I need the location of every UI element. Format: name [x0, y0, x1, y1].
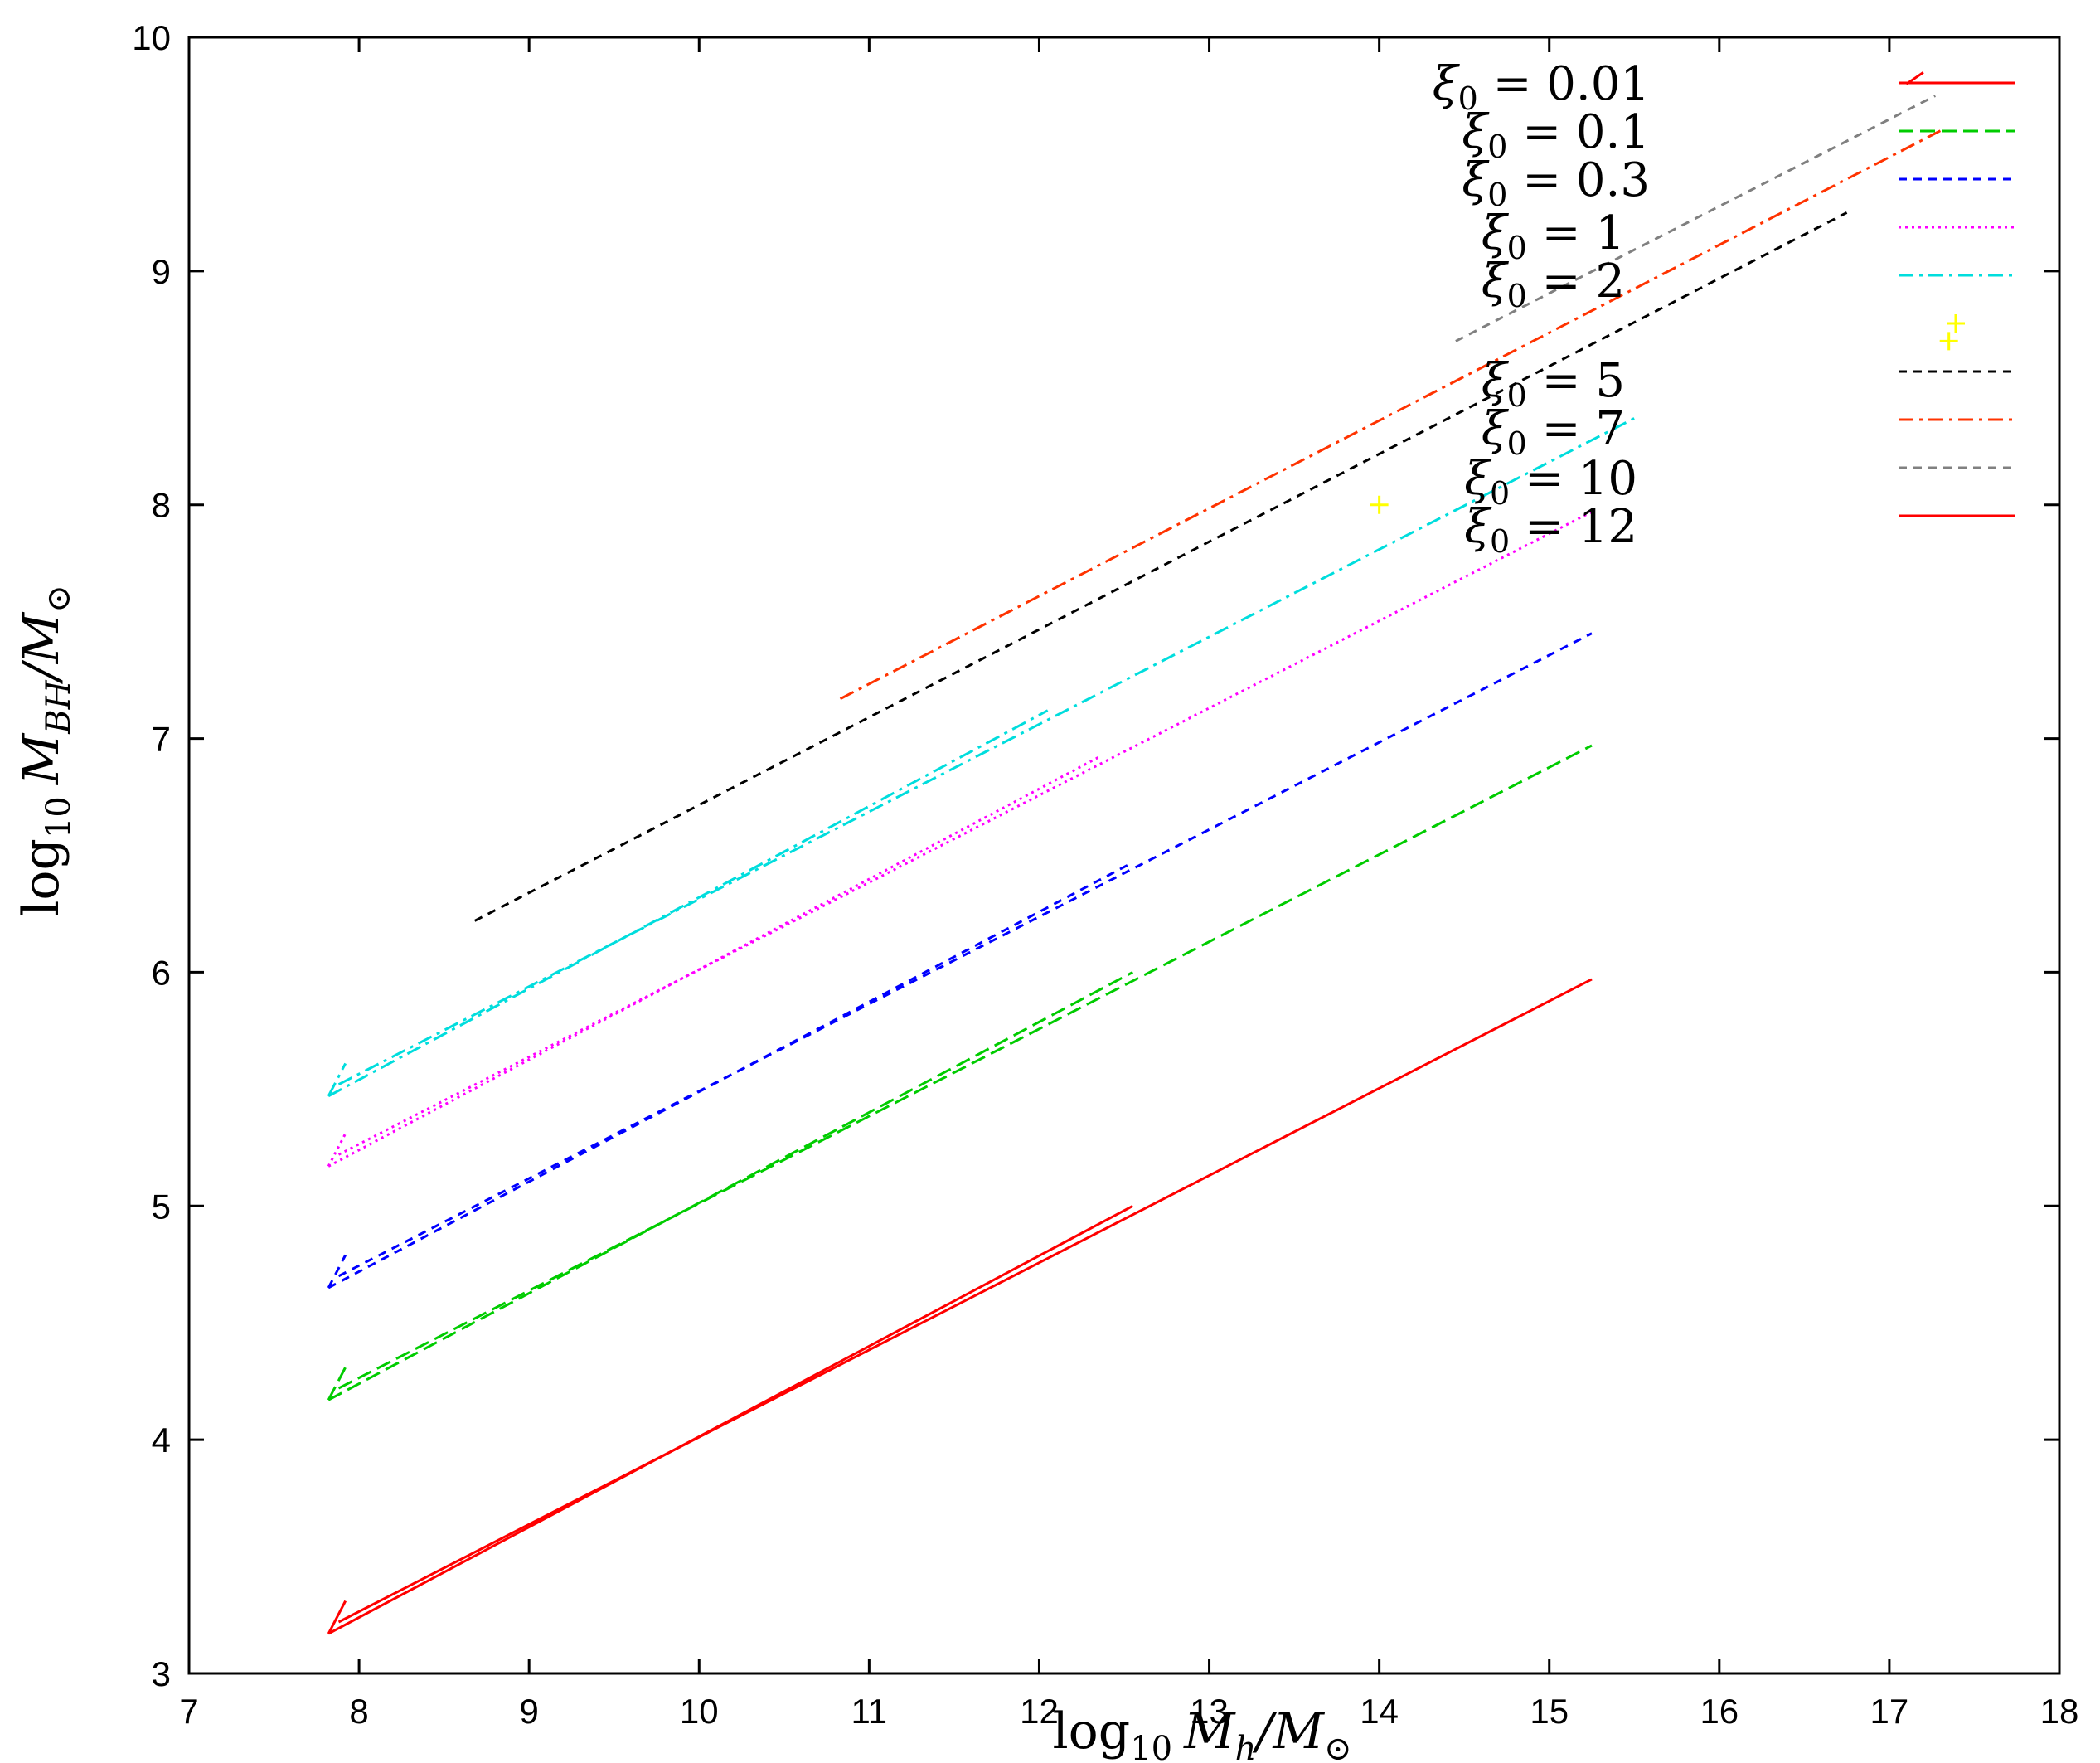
series-0-10 [1455, 95, 1936, 342]
series-line [327, 709, 1049, 1098]
legend-label: ξ0 = 12 [1464, 500, 1637, 560]
y-tick-label: 8 [152, 486, 171, 525]
legend-label: ξ0 = 0.3 [1462, 153, 1650, 213]
x-axis-title: log10 Mh/M⊙ [1052, 1702, 1351, 1763]
y-tick-label: 9 [152, 252, 171, 291]
axis-ticks [187, 36, 2061, 1675]
series-0-1 [327, 510, 1593, 1168]
x-tick-label: 12 [1020, 1692, 1059, 1731]
x-tick-label: 10 [680, 1692, 719, 1731]
legend-label: ξ0 = 10 [1464, 452, 1637, 512]
series-line [327, 1254, 347, 1289]
x-tick-label: 18 [2040, 1692, 2079, 1731]
series-0-0p01 [327, 978, 1593, 1635]
series-line [337, 510, 1593, 1156]
y-tick-label: 4 [152, 1421, 171, 1459]
y-tick-label: 5 [152, 1187, 171, 1226]
series-line [1455, 95, 1936, 342]
series-0-0p3 [327, 632, 1593, 1289]
data-point [1939, 332, 1958, 351]
series-line [327, 1367, 347, 1401]
series-line [337, 632, 1593, 1278]
y-axis-title: log10MBH/M⊙ [12, 585, 78, 916]
y-tick-label: 10 [132, 18, 171, 57]
x-tick-label: 11 [851, 1692, 888, 1731]
legend-label: ξ0 = 1 [1482, 206, 1625, 266]
x-tick-label: 7 [179, 1692, 198, 1731]
legend-label: ξ0 = 2 [1482, 255, 1625, 314]
x-tick-label: 8 [349, 1692, 368, 1731]
legend-sample-point [1947, 314, 1965, 333]
tick-labels: 7 8 9 10 11 12 13 14 15 16 17 18 3 4 5 6 7 8 9 10 [132, 18, 2078, 1731]
legend-label: ξ0 = 0.1 [1462, 105, 1650, 165]
legend-label: ξ0 = 5 [1482, 354, 1625, 414]
series-0-7 [839, 129, 1942, 701]
legend-label: ξ0 = 0.01 [1433, 57, 1650, 117]
series-0-0p1 [327, 744, 1593, 1401]
y-tick-label: 3 [152, 1654, 171, 1693]
plot-series [327, 71, 1958, 1635]
series-line [327, 1062, 347, 1097]
series-line [327, 755, 1099, 1168]
series-series-5 [1370, 332, 1958, 514]
data-point [1370, 495, 1389, 514]
x-tick-label: 14 [1360, 1692, 1399, 1731]
series-line [337, 744, 1593, 1390]
series-line [473, 211, 1848, 922]
x-tick-label: 9 [520, 1692, 539, 1731]
series-line [327, 1600, 347, 1634]
x-tick-label: 15 [1530, 1692, 1569, 1731]
series-line [337, 978, 1593, 1624]
series-line [337, 417, 1635, 1086]
y-tick-label: 7 [152, 720, 171, 759]
y-tick-label: 6 [152, 953, 171, 992]
series-0-5 [473, 211, 1848, 922]
series-line [839, 129, 1942, 701]
x-tick-label: 17 [1870, 1692, 1909, 1731]
x-tick-label: 16 [1700, 1692, 1739, 1731]
plot-frame [187, 36, 2061, 1675]
legend-label: ξ0 = 7 [1482, 402, 1625, 462]
series-line [327, 1133, 347, 1168]
x-tick-label: 13 [1190, 1692, 1229, 1731]
series-0-2 [327, 417, 1635, 1098]
